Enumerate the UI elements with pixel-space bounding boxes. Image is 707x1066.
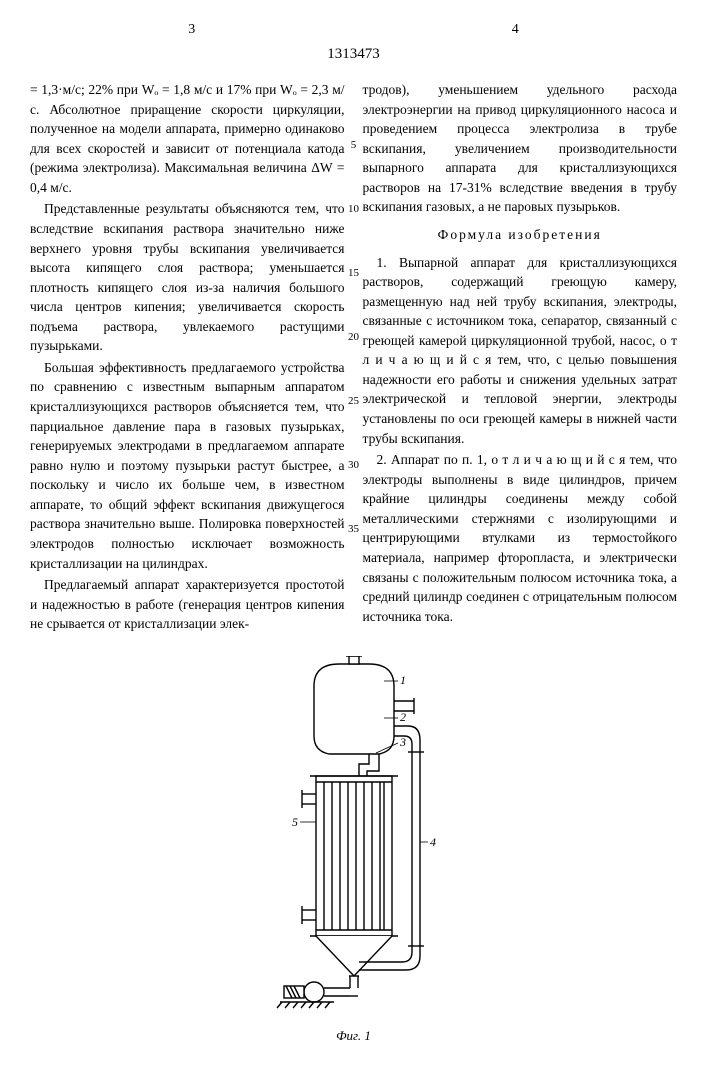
page-right: 4 xyxy=(512,20,519,40)
fig-label-3: 3 xyxy=(399,735,406,749)
line-marker-30: 30 xyxy=(348,458,359,474)
left-p4: Предлагаемый аппарат характеризуется про… xyxy=(30,575,345,634)
left-p1: = 1,3·м/с; 22% при Wₒ = 1,8 м/с и 17% пр… xyxy=(30,80,345,197)
fig-label-2: 2 xyxy=(400,710,406,724)
fig-label-5: 5 xyxy=(292,815,298,829)
right-p1: тродов), уменьшением удельного расхода э… xyxy=(363,80,678,217)
claim-1: 1. Выпарной аппарат для кристаллизующихс… xyxy=(363,253,678,449)
line-marker-15: 15 xyxy=(348,266,359,282)
left-p2: Представленные результаты объясняются те… xyxy=(30,199,345,356)
line-marker-5: 5 xyxy=(351,138,357,154)
line-marker-35: 35 xyxy=(348,522,359,538)
claim-2: 2. Аппарат по п. 1, о т л и ч а ю щ и й … xyxy=(363,450,678,626)
page-left: 3 xyxy=(188,20,195,40)
line-marker-10: 10 xyxy=(348,202,359,218)
line-marker-25: 25 xyxy=(348,394,359,410)
page-numbers: 3 4 xyxy=(30,20,677,40)
fig-label-1: 1 xyxy=(400,673,406,687)
left-column: = 1,3·м/с; 22% при Wₒ = 1,8 м/с и 17% пр… xyxy=(30,80,345,636)
apparatus-diagram: 1 2 3 4 5 xyxy=(244,656,464,1016)
figure-caption: Фиг. 1 xyxy=(30,1027,677,1046)
formula-title: Формула изобретения xyxy=(363,225,678,245)
left-p3: Большая эффективность предлагаемого устр… xyxy=(30,358,345,573)
text-columns: = 1,3·м/с; 22% при Wₒ = 1,8 м/с и 17% пр… xyxy=(30,80,677,636)
line-marker-20: 20 xyxy=(348,330,359,346)
fig-label-4: 4 xyxy=(430,835,436,849)
figure-1: 1 2 3 4 5 Фиг. 1 xyxy=(30,656,677,1046)
doc-number: 1313473 xyxy=(30,44,677,66)
right-column: тродов), уменьшением удельного расхода э… xyxy=(363,80,678,636)
